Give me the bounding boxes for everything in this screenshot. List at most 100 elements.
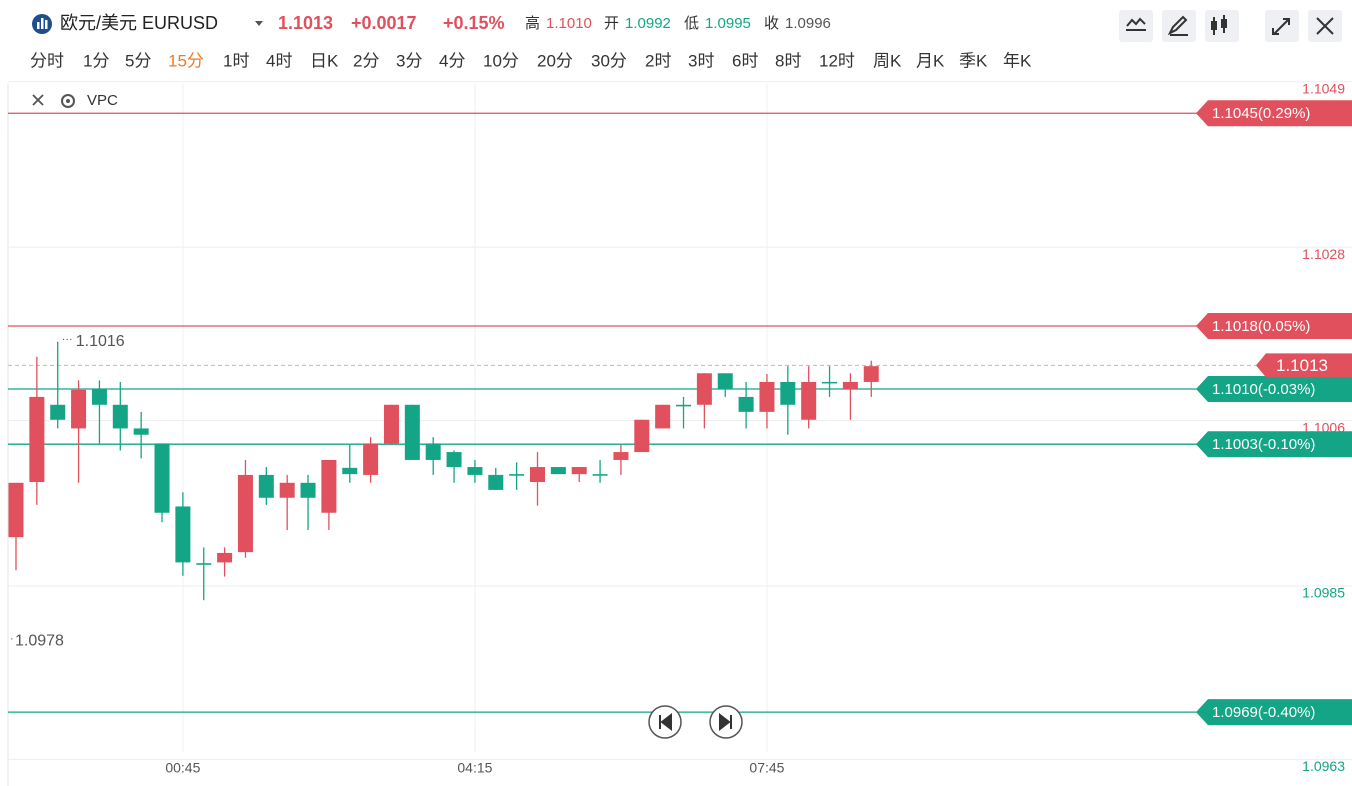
period-tab[interactable]: 年K [1003,51,1032,70]
period-tab[interactable]: 周K [873,51,902,70]
period-tab[interactable]: 日K [310,51,339,70]
candle-body [71,389,87,429]
candle-body [404,404,420,460]
symbol[interactable]: 欧元/美元 EURUSD [60,13,218,33]
candle-body [237,474,253,553]
candle-body [300,482,316,498]
price-annotation-dots: · [10,633,14,645]
candle-body [196,563,212,565]
period-tab[interactable]: 30分 [591,51,627,70]
candle-body [50,404,66,420]
candle-body [801,381,817,420]
period-tab[interactable]: 20分 [537,51,573,70]
candle-body [8,482,24,538]
candle-body [738,396,754,412]
level-tag [1196,431,1352,458]
level-tag [1196,312,1352,339]
candle-body [467,467,483,475]
period-tab[interactable]: 2时 [645,51,671,70]
level-label: 1.1018(0.05%) [1212,318,1310,335]
candle-body [383,404,399,444]
level-tag [1196,376,1352,403]
stat-value: 1.0995 [705,15,751,32]
candle-body [634,419,650,453]
logo-bar [37,22,40,29]
period-tab[interactable]: 8时 [775,51,801,70]
symbol-dropdown[interactable] [255,21,263,26]
nav-prev-icon [659,712,672,732]
indicator-settings-dot [66,99,70,103]
period-tab[interactable]: 5分 [125,51,151,70]
price-annotation: 1.1016 [76,333,125,350]
candle-body [175,506,191,563]
candle-body [863,366,879,382]
period-tab[interactable]: 1时 [223,51,249,70]
stat-label: 高 [525,15,540,32]
price-annotation: 1.0978 [15,632,64,649]
level-label: 1.1003(-0.10%) [1212,436,1315,453]
candle-body [780,381,796,405]
x-tick-label: 00:45 [165,760,200,776]
level-label: 1.0969(-0.40%) [1212,704,1315,721]
period-tab[interactable]: 3时 [688,51,714,70]
y-tick-label: 1.0963 [1302,758,1345,774]
period-tab[interactable]: 季K [959,51,988,70]
candle-body [342,467,358,475]
last-price-tag [1256,353,1352,378]
candle-body [509,474,525,476]
price: 1.1013 [278,13,333,33]
x-tick-label: 07:45 [749,760,784,776]
candle-body [279,482,295,498]
candle-body [696,373,712,405]
period-tab[interactable]: 月K [916,51,945,70]
period-tab[interactable]: 4时 [266,51,292,70]
indicator-close[interactable] [32,94,44,106]
level-label: 1.1010(-0.03%) [1212,381,1315,398]
tool-icon [1316,17,1334,35]
indicator-settings[interactable] [61,94,75,108]
candle-body [530,467,545,483]
tool-icon [1221,19,1227,28]
stat-value: 1.1010 [546,15,592,32]
period-tab[interactable]: 6时 [732,51,758,70]
change-pct: +0.15% [443,13,505,33]
tool-icon [1126,17,1146,31]
x-tick-label: 04:15 [457,760,492,776]
tool-button[interactable] [1119,10,1153,42]
period-tab[interactable]: 1分 [83,51,109,70]
stat-value: 1.0992 [625,15,671,32]
tool-icon [1211,21,1217,30]
level-tag [1196,100,1352,127]
candle-body [842,381,858,390]
last-price-label: 1.1013 [1276,356,1328,375]
candle-body [29,396,45,483]
indicator-name: VPC [87,92,118,109]
logo-bar [41,18,44,29]
y-tick-label: 1.0985 [1302,585,1345,601]
price-annotation-dots: ··· [62,334,73,346]
candle-body [363,443,379,475]
candle-body [133,428,149,435]
period-tab[interactable]: 3分 [396,51,422,70]
y-tick-label: 1.1049 [1302,80,1345,96]
candle-body [676,404,692,407]
nav-next-icon [719,712,732,732]
period-tab[interactable]: 12时 [819,51,855,70]
candle-body [655,404,671,429]
candle-body [717,373,733,390]
change: +0.0017 [351,13,417,33]
period-tab[interactable]: 15分 [168,51,204,70]
candle-body [550,467,566,475]
candle-body [217,552,233,563]
candle-body [613,452,629,460]
nav-buttons [648,705,743,739]
candle-body [822,381,838,384]
candle-body [446,452,462,468]
period-tab[interactable]: 2分 [353,51,379,70]
period-tab[interactable]: 4分 [439,51,465,70]
period-tab[interactable]: 10分 [483,51,519,70]
period-tab[interactable]: 分时 [30,51,64,70]
candle-body [592,474,608,476]
